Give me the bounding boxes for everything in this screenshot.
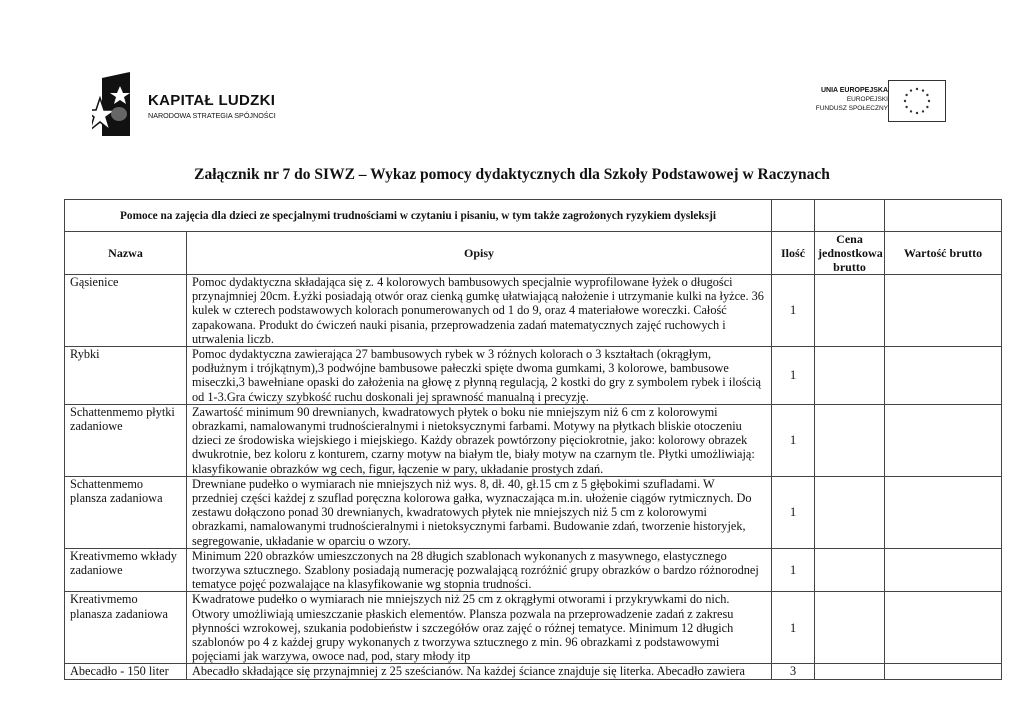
- item-qty: 3: [771, 663, 816, 680]
- page-title: Załącznik nr 7 do SIWZ – Wykaz pomocy dy…: [194, 166, 830, 183]
- section-header: Pomoce na zajęcia dla dzieci ze specjaln…: [63, 199, 773, 232]
- description-line: przedniej części każdej z szuflad poręcz…: [192, 491, 752, 506]
- item-value: [884, 403, 1003, 477]
- table-row: Kreativmemo wkłady zadaniowe Minimum 220 …: [64, 547, 1003, 593]
- description-line: Abecadło składające się przynajmniej z 2…: [192, 664, 745, 679]
- description-line: podłużnym i trójkątnym),3 podwójne bambu…: [192, 361, 729, 376]
- table-row: Abecadło - 150 liter Abecadło składające …: [64, 663, 1003, 680]
- kapital-ludzki-emblem-icon: [81, 72, 130, 136]
- item-qty: 1: [771, 475, 816, 549]
- logo-title: KAPITAŁ LUDZKI: [148, 92, 276, 109]
- description-line: tworzywa sztucznego. Szablony posiadają …: [192, 563, 759, 578]
- description-line: klasyfikowanie obrazków wg cech, figur, …: [192, 461, 604, 476]
- description-line: pojęciami jak warzywa, owoce nad, pod, s…: [192, 649, 471, 664]
- description-line: zapakowana. Produkt do ćwiczeń nauki pis…: [192, 317, 726, 332]
- empty-cell: [771, 199, 816, 232]
- description-line: dzieci ze środowiska wiejskiego i miejsk…: [192, 433, 748, 448]
- item-unit-price: [814, 403, 886, 477]
- description-line: od 1-3.Gra ćwiczy szybkość ruchu doskona…: [192, 389, 589, 404]
- item-name: Kreativmemo wkłady zadaniowe: [64, 547, 187, 593]
- item-value: [884, 663, 1003, 680]
- item-qty: 1: [771, 273, 816, 348]
- item-name: Rybki: [64, 346, 187, 405]
- aids-table: Pomoce na zajęcia dla dzieci ze specjaln…: [63, 199, 1003, 680]
- eu-text: UNIA EUROPEJSKA EUROPEJSKI FUNDUSZ SPOŁE…: [816, 86, 888, 113]
- col-header-desc: Opisy: [185, 231, 773, 275]
- description-line: miseczki,3 bawełniane opaski do założeni…: [192, 375, 761, 390]
- description-line: Otwory umożliwiają umieszczanie płaskich…: [192, 606, 734, 621]
- description-line: Drewniane pudełko o wymiarach nie mniejs…: [192, 476, 715, 491]
- description-line: obrazkami, namalowanymi trudnościeralnym…: [192, 519, 746, 534]
- eu-logo: UNIA EUROPEJSKA EUROPEJSKI FUNDUSZ SPOŁE…: [800, 80, 950, 122]
- description-line: Zawartość minimum 90 drewnianych, kwadra…: [192, 404, 718, 419]
- eu-line1: UNIA EUROPEJSKA: [820, 87, 888, 94]
- empty-cell: [884, 199, 1003, 232]
- item-unit-price: [814, 547, 886, 593]
- item-value: [884, 273, 1003, 348]
- item-name: Gąsienice: [64, 273, 187, 348]
- table-row: Rybki Pomoc dydaktyczna zawierająca 27 ba…: [64, 346, 1003, 405]
- item-value: [884, 547, 1003, 593]
- eu-flag-icon: [888, 80, 946, 122]
- col-header-unit-price: Cena jednostkowa brutto: [814, 231, 886, 275]
- description-line: płynności wzrokowej, szukania podobieńst…: [192, 620, 734, 635]
- item-name: Abecadło - 150 liter: [64, 663, 187, 680]
- item-unit-price: [814, 346, 886, 405]
- item-name: Schattenmemo płytki zadaniowe: [64, 403, 187, 477]
- col-header-qty: Ilość: [771, 231, 816, 275]
- item-qty: 1: [771, 591, 816, 665]
- item-unit-price: [814, 591, 886, 665]
- item-description: Pomoc dydaktyczna zawierająca 27 bambuso…: [185, 346, 773, 405]
- item-name: Kreativmemo planasza zadaniowa: [64, 591, 187, 665]
- description-line: kulek w czterech podstawowych kolorach p…: [192, 303, 727, 318]
- description-line: Pomoc dydaktyczna zawierająca 27 bambuso…: [192, 347, 712, 362]
- item-description: Minimum 220 obrazków umieszczonych na 28…: [185, 547, 773, 593]
- table-row: Gąsienice Pomoc dydaktyczna składająca si…: [64, 273, 1003, 348]
- item-value: [884, 475, 1003, 549]
- item-description: Kwadratowe pudełko o wymiarach nie mniej…: [185, 591, 773, 665]
- col-header-value: Wartość brutto: [884, 231, 1003, 275]
- item-value: [884, 591, 1003, 665]
- description-line: segregowanie, układanie w oparciu o wzor…: [192, 533, 411, 548]
- item-name: Schattenmemo plansza zadaniowa: [64, 475, 187, 549]
- item-unit-price: [814, 273, 886, 348]
- item-description: Drewniane pudełko o wymiarach nie mniejs…: [185, 475, 773, 549]
- logo-subtitle: NARODOWA STRATEGIA SPÓJNOŚCI: [148, 111, 276, 120]
- kapital-ludzki-logo: KAPITAŁ LUDZKI NARODOWA STRATEGIA SPÓJNO…: [81, 72, 292, 138]
- item-qty: 1: [771, 403, 816, 477]
- description-line: przynajmniej 20cm. Łyżki posiadają otwór…: [192, 289, 764, 304]
- eu-line3: FUNDUSZ SPOŁECZNY: [815, 105, 888, 112]
- description-line: obrazkami, namalowanymi trudnościeralnym…: [192, 419, 742, 434]
- col-header-name: Nazwa: [64, 231, 187, 275]
- description-line: utrwalenia liczb.: [192, 331, 274, 346]
- item-description: Zawartość minimum 90 drewnianych, kwadra…: [185, 403, 773, 477]
- item-qty: 1: [771, 346, 816, 405]
- description-line: Pomoc dydaktyczna składająca się z. 4 ko…: [192, 275, 733, 289]
- description-line: dwukrotnie, bez koloru z konturem, czarn…: [192, 447, 755, 462]
- item-value: [884, 346, 1003, 405]
- table-row: Schattenmemo płytki zadaniowe Zawartość m…: [64, 403, 1003, 477]
- eu-line2: EUROPEJSKI: [846, 96, 888, 103]
- description-line: zestawu dołączono ponad 30 drewnianych, …: [192, 505, 707, 520]
- item-description: Pomoc dydaktyczna składająca się z. 4 ko…: [185, 273, 773, 348]
- description-line: szablonów po 4 z każdej grupy wykonanych…: [192, 635, 720, 650]
- item-unit-price: [814, 475, 886, 549]
- description-line: Kwadratowe pudełko o wymiarach nie mniej…: [192, 592, 730, 607]
- description-line: tematyce pojęć pozwalające na klasyfikow…: [192, 577, 532, 592]
- table-row: Schattenmemo plansza zadaniowa Drewniane …: [64, 475, 1003, 549]
- table-row: Kreativmemo planasza zadaniowa Kwadratowe…: [64, 591, 1003, 665]
- description-line: Minimum 220 obrazków umieszczonych na 28…: [192, 548, 727, 563]
- item-description: Abecadło składające się przynajmniej z 2…: [185, 663, 773, 680]
- item-qty: 1: [771, 547, 816, 593]
- empty-cell: [814, 199, 886, 232]
- item-unit-price: [814, 663, 886, 680]
